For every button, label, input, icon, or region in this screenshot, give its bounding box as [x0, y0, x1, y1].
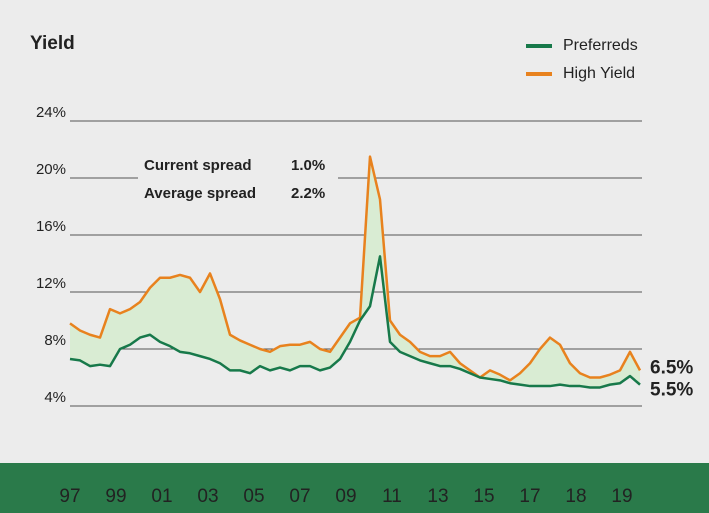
x-tick-label: 97 [59, 486, 80, 507]
y-tick-label: 12% [36, 275, 66, 292]
legend-label: Preferreds [563, 37, 638, 54]
annotation-label: Average spread [144, 185, 256, 202]
x-tick-label: 17 [519, 486, 540, 507]
chart-title: Yield [30, 33, 75, 54]
y-tick-label: 4% [44, 389, 66, 406]
series-line [69, 155, 642, 382]
legend-label: High Yield [563, 65, 635, 82]
annotation-label: Current spread [144, 157, 252, 174]
end-label: 6.5% [650, 357, 693, 378]
x-tick-label: 13 [427, 486, 448, 507]
x-tick-label: 01 [151, 486, 172, 507]
x-tick-label: 18 [565, 486, 586, 507]
x-tick-label: 05 [243, 486, 264, 507]
x-tick-label: 19 [611, 486, 632, 507]
x-tick-label: 03 [197, 486, 218, 507]
spread-area [70, 156, 640, 388]
series-line [69, 255, 641, 389]
x-tick-label: 07 [289, 486, 310, 507]
y-tick-label: 20% [36, 161, 66, 178]
end-label: 5.5% [650, 380, 693, 401]
y-tick-label: 8% [44, 332, 66, 349]
x-tick-label: 11 [382, 486, 402, 507]
y-tick-label: 24% [36, 104, 66, 121]
annotation-value: 1.0% [291, 157, 325, 174]
x-tick-label: 15 [473, 486, 494, 507]
y-tick-label: 16% [36, 218, 66, 235]
annotation-value: 2.2% [291, 185, 325, 202]
x-axis-band [0, 463, 709, 513]
annotation-box [138, 150, 338, 212]
x-tick-label: 09 [335, 486, 356, 507]
x-tick-label: 99 [105, 486, 126, 507]
